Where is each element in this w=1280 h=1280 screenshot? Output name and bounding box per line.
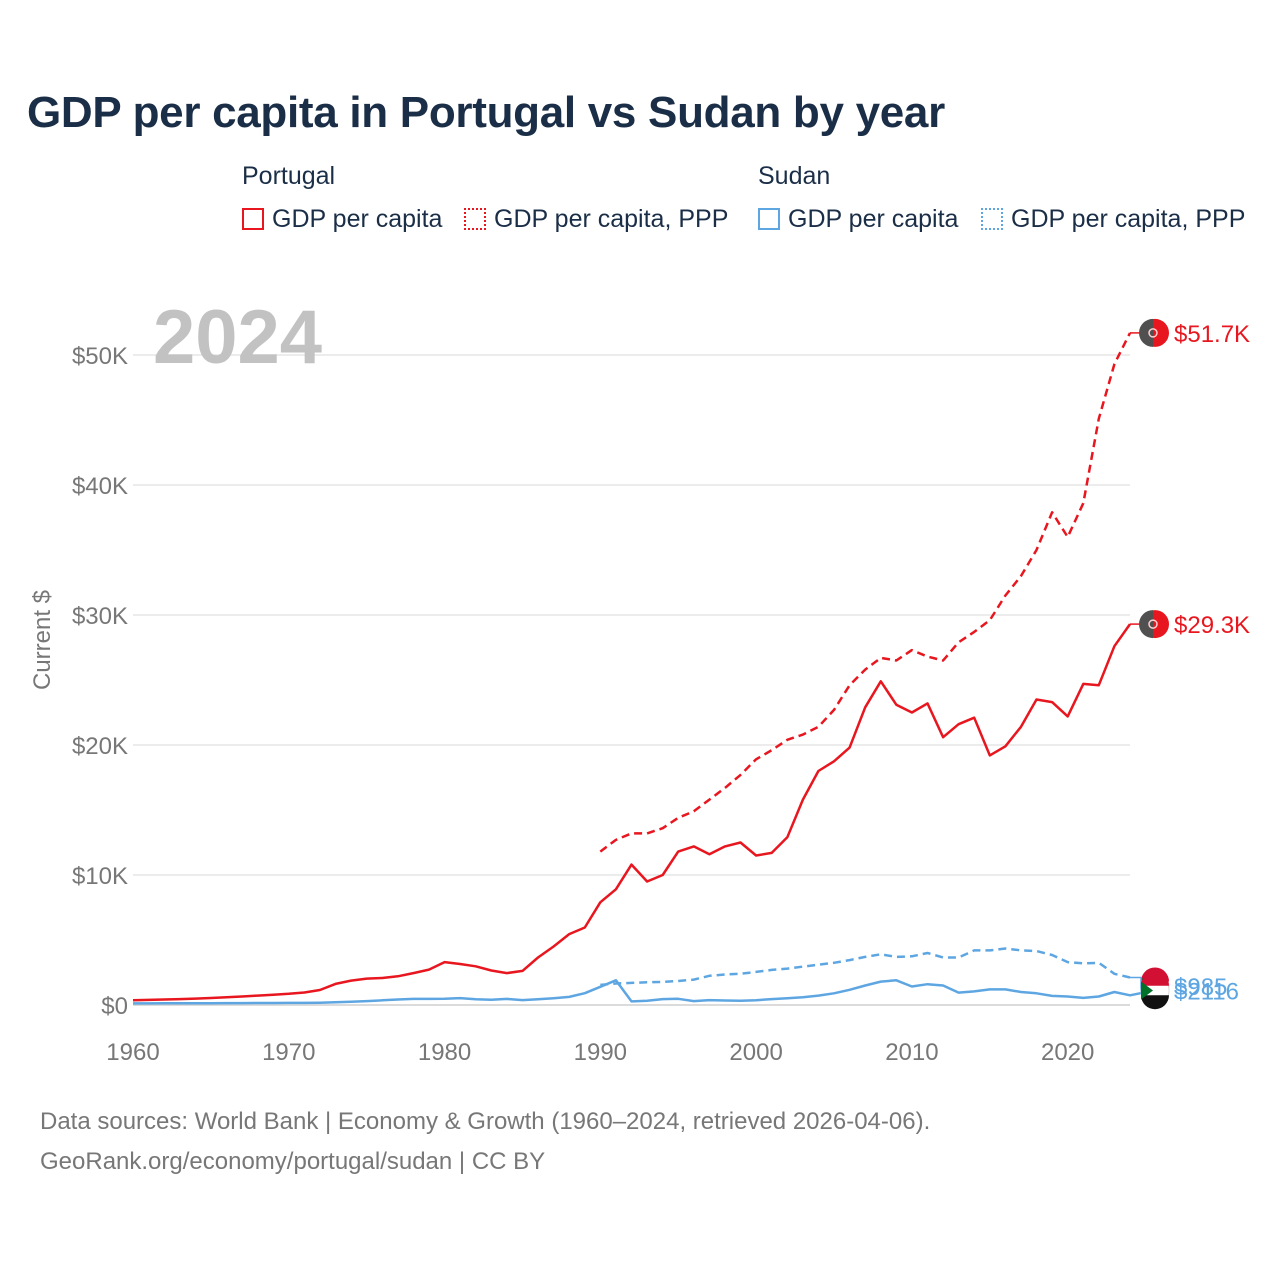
sudan-flag-triangle-icon (1141, 981, 1153, 1000)
page-title: GDP per capita in Portugal vs Sudan by y… (27, 88, 945, 137)
portugal-flag-band-icon (1139, 610, 1153, 639)
year-watermark: 2024 (153, 295, 322, 380)
label-connector (1130, 976, 1142, 991)
series-end-label: $29.3K (1174, 612, 1250, 639)
series-line[interactable] (133, 979, 1146, 1005)
portugal-emblem-icon (1148, 619, 1158, 629)
legend-label: GDP per capita, PPP (1011, 204, 1246, 233)
legend-item-portugal-gdp-ppp[interactable]: GDP per capita, PPP (464, 204, 728, 234)
portugal-emblem-icon (1148, 328, 1158, 338)
legend-item-portugal-gdp[interactable]: GDP per capita (242, 204, 442, 234)
series-line[interactable] (600, 947, 1131, 987)
y-tick-label: $40K (72, 473, 128, 500)
legend-group-sudan: Sudan (758, 162, 831, 190)
x-tick-label: 1960 (106, 1039, 159, 1066)
x-tick-label: 2000 (729, 1039, 782, 1066)
x-tick-label: 1990 (574, 1039, 627, 1066)
y-tick-label: $10K (72, 863, 128, 890)
x-tick-label: 2020 (1041, 1039, 1094, 1066)
series-end-label: $2116 (1174, 978, 1239, 1005)
series-line[interactable] (132, 623, 1132, 1002)
legend-swatch-dotted-icon (981, 208, 1003, 230)
legend-label: GDP per capita, PPP (494, 204, 729, 233)
x-tick-label: 1980 (418, 1039, 471, 1066)
legend-group-portugal: Portugal (242, 162, 336, 190)
series-end-label: $51.7K (1174, 321, 1250, 348)
legend-item-sudan-gdp-ppp[interactable]: GDP per capita, PPP (981, 204, 1245, 234)
y-tick-label: $0 (101, 993, 128, 1020)
y-tick-label: $30K (72, 603, 128, 630)
series-line[interactable] (599, 332, 1132, 853)
y-tick-label: $50K (72, 343, 128, 370)
series-end-label: $985 (1174, 974, 1227, 1001)
source-line-1: Data sources: World Bank | Economy & Gro… (40, 1108, 931, 1135)
source-line-2[interactable]: GeoRank.org/economy/portugal/sudan | CC … (40, 1148, 546, 1175)
sudan-flag-black-icon (1141, 995, 1169, 1010)
y-tick-label: $20K (72, 733, 128, 760)
legend-item-sudan-gdp[interactable]: GDP per capita (758, 204, 958, 234)
legend-swatch-solid-icon (242, 208, 264, 230)
sudan-flag-red-icon (1141, 971, 1169, 986)
legend-label: GDP per capita (788, 204, 959, 233)
legend-label: GDP per capita (272, 204, 443, 233)
x-tick-label: 1970 (262, 1039, 315, 1066)
legend-swatch-solid-icon (758, 208, 780, 230)
gdp-line-chart: $0 $10K $20K $30K $40K $50K 1960 1970 1980 1990 2… (29, 295, 1250, 1066)
legend-swatch-dotted-icon (464, 208, 486, 230)
x-tick-label: 2010 (885, 1039, 938, 1066)
portugal-flag-band-icon (1139, 318, 1153, 347)
y-axis-label: Current $ (29, 590, 56, 690)
